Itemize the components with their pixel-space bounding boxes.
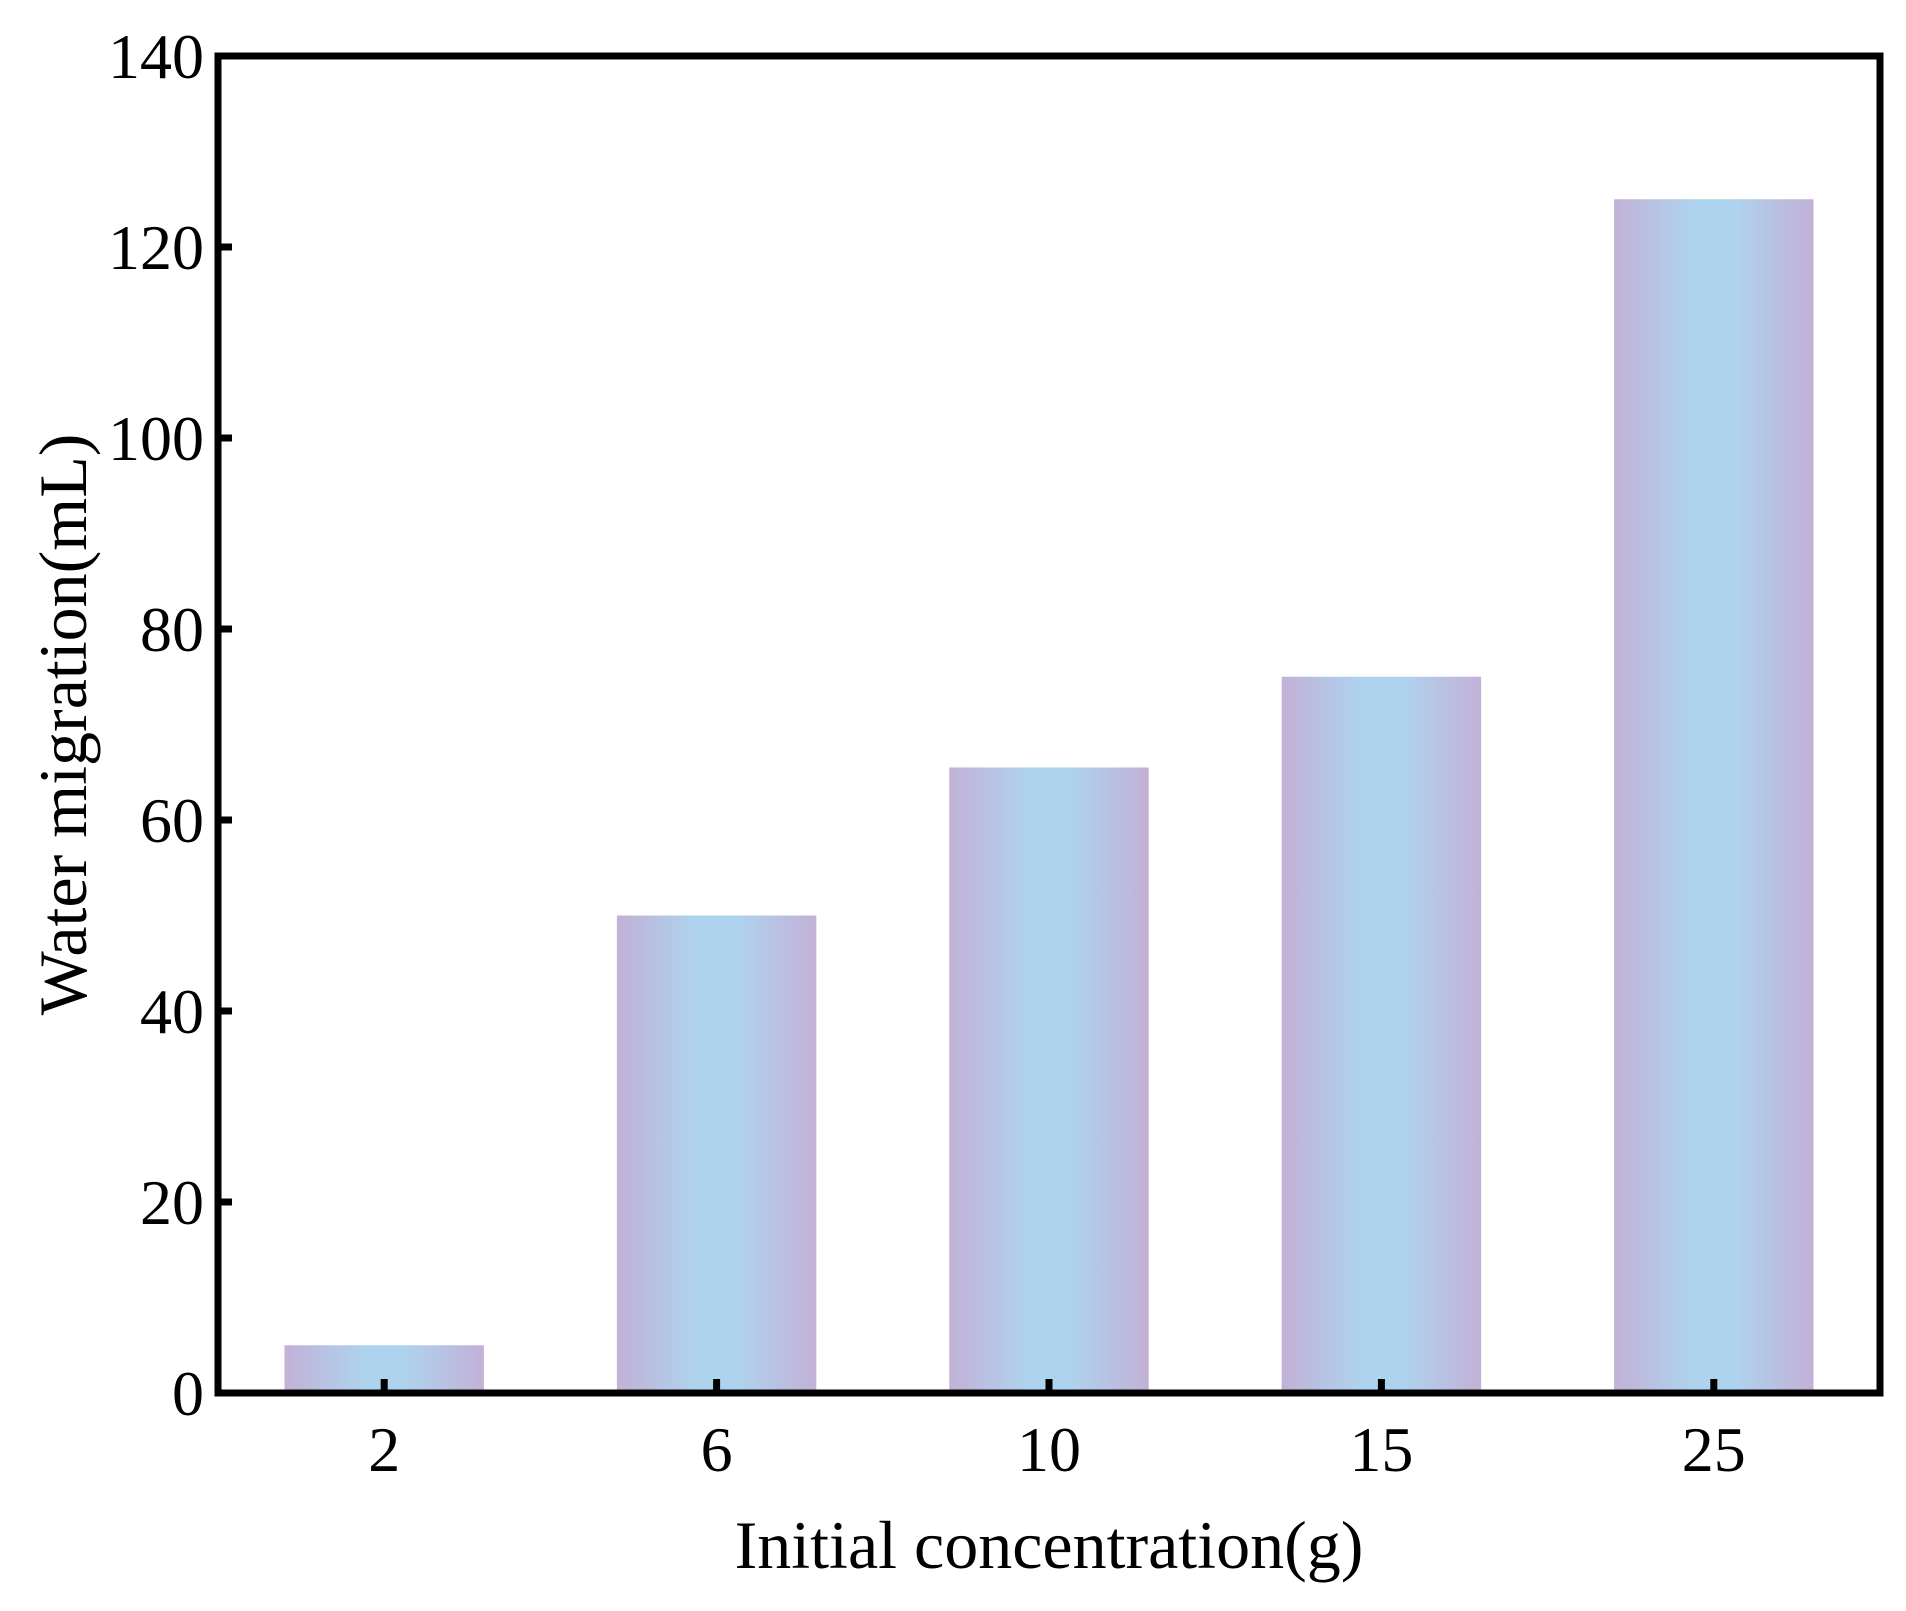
y-tick-label: 40 [140, 976, 204, 1047]
bar-25 [1614, 199, 1814, 1393]
x-tick-label: 25 [1682, 1414, 1746, 1485]
y-tick-label: 0 [172, 1358, 204, 1429]
x-axis-title: Initial concentration(g) [735, 1507, 1364, 1583]
bar-10 [949, 767, 1149, 1393]
y-tick-label: 140 [108, 21, 204, 92]
bar-15 [1281, 676, 1482, 1393]
ticks-layer [218, 52, 1718, 1397]
y-tick-label: 80 [140, 594, 204, 665]
y-tick-label: 60 [140, 785, 204, 856]
x-tick-label: 6 [701, 1414, 733, 1485]
y-axis-title: Water migration(mL) [25, 434, 101, 1016]
y-tick-label: 120 [108, 212, 204, 283]
y-tick-label: 100 [108, 403, 204, 474]
y-tick-label: 20 [140, 1167, 204, 1238]
bars-layer [284, 199, 1814, 1393]
x-tick-label: 10 [1017, 1414, 1081, 1485]
x-tick-label: 15 [1349, 1414, 1413, 1485]
labels-layer: 2 6 10 15 25 0 20 40 60 80 100 120 140 [108, 21, 1746, 1485]
x-tick-label: 2 [368, 1414, 400, 1485]
bar-6 [616, 915, 817, 1393]
